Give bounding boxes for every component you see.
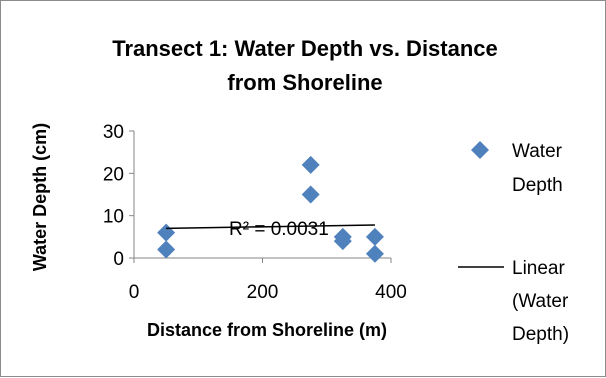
y-axis-title: Water Depth (cm) — [30, 123, 50, 271]
x-tick-label: 200 — [247, 282, 279, 303]
legend-marker-water-depth — [471, 141, 489, 159]
chart-title-line-1: Transect 1: Water Depth vs. Distance — [112, 36, 498, 61]
y-tick-label: 10 — [103, 207, 124, 228]
legend-label-trend-line-2: (Water — [512, 291, 569, 312]
trendline-linear — [166, 224, 375, 230]
legend-label-water-depth-line-1: Water — [512, 141, 563, 162]
legend-label-trend-line-3: Depth) — [512, 324, 569, 345]
data-point — [157, 223, 176, 242]
legend: Water Depth Linear (Water Depth) — [458, 141, 569, 345]
chart-title-line-2: from Shoreline — [227, 70, 382, 95]
y-tick-label: 30 — [103, 122, 124, 143]
data-point — [365, 227, 384, 246]
data-point — [333, 232, 352, 251]
x-tick-label: 400 — [375, 282, 407, 303]
x-axis-title: Distance from Shoreline (m) — [147, 320, 387, 340]
data-point — [365, 244, 384, 263]
x-tick-label: 0 — [129, 282, 140, 303]
trendline-r2-label: R² = 0.0031 — [229, 219, 329, 240]
data-point — [301, 185, 320, 204]
y-tick-label: 0 — [113, 249, 124, 270]
data-point — [301, 155, 320, 174]
legend-label-trend-line-1: Linear — [512, 258, 565, 279]
data-point — [157, 240, 176, 259]
plot-area: 0 10 20 30 0 200 400 R² = 0.0031 — [103, 122, 407, 303]
y-tick-label: 20 — [103, 164, 124, 185]
legend-label-water-depth-line-2: Depth — [512, 175, 563, 196]
